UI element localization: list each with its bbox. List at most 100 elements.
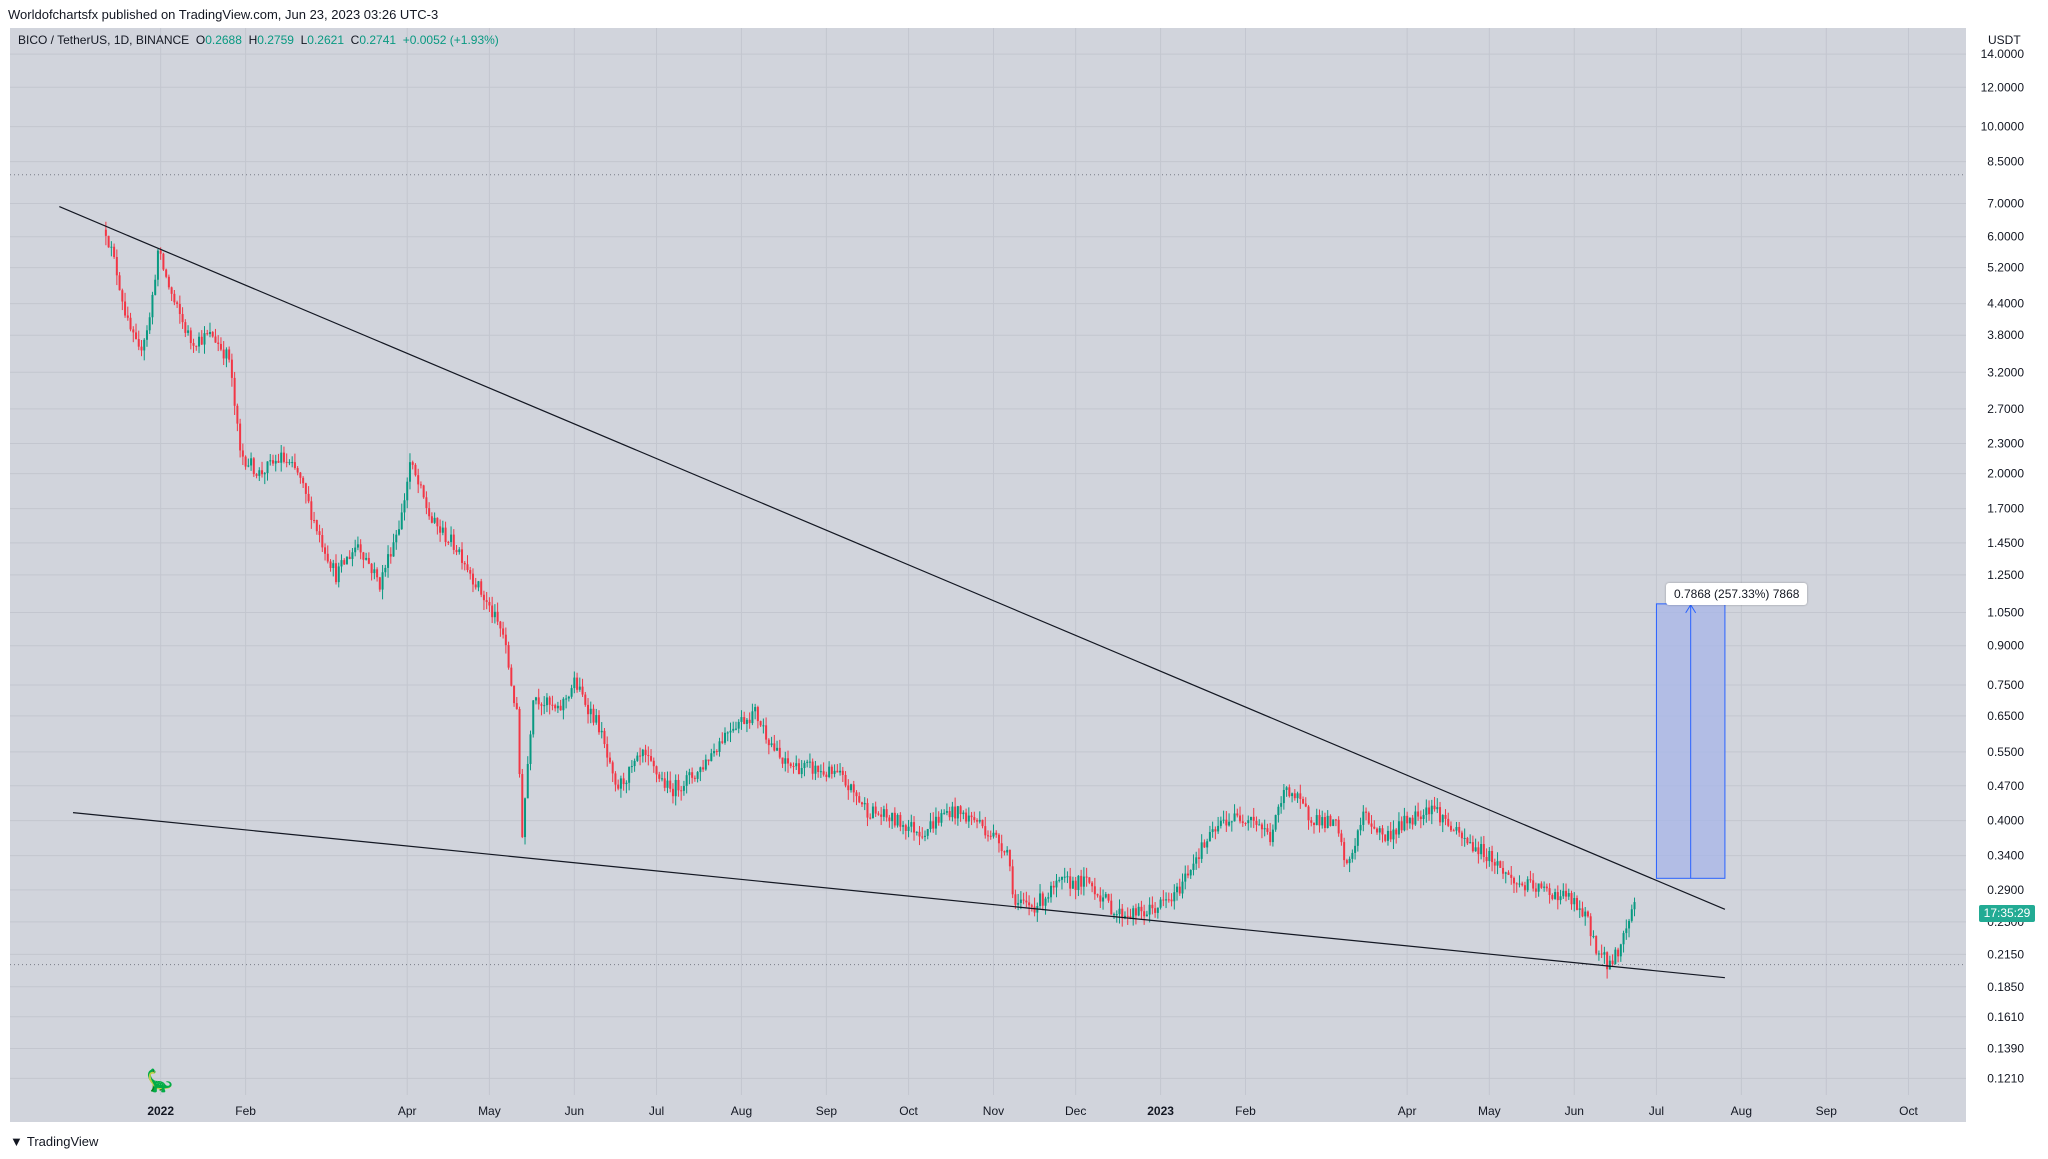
time-tick-label: Nov (983, 1104, 1004, 1118)
candle-body (302, 477, 305, 484)
candle-body (976, 820, 979, 822)
candle-body (633, 760, 636, 767)
price-axis-labels: 14.0000 12.0000 10.0000 8.5000 7.0000 6.0000 5… (1981, 47, 2025, 1085)
candle-body (499, 621, 502, 629)
candle (351, 548, 354, 567)
candle (165, 268, 168, 279)
candle (269, 454, 272, 466)
candle (277, 453, 280, 464)
candle (795, 755, 798, 771)
candle (1408, 817, 1411, 829)
time-tick-label: Dec (1065, 1104, 1086, 1118)
candle (499, 620, 502, 637)
candle (1578, 900, 1581, 918)
candle (263, 471, 266, 485)
candle-body (1600, 953, 1603, 955)
candle (162, 252, 165, 271)
candle (1477, 841, 1480, 864)
candle-body (1017, 902, 1020, 905)
candle (956, 805, 959, 826)
candle (1217, 816, 1220, 834)
candle (792, 762, 795, 774)
candle-body (228, 349, 231, 360)
candle (1208, 825, 1211, 842)
candle (1222, 810, 1225, 824)
candle (1140, 900, 1143, 920)
candle (1162, 890, 1165, 907)
candle (1192, 854, 1195, 876)
candle (929, 812, 932, 833)
candle-body (241, 450, 244, 457)
candle (732, 721, 735, 733)
candle (1403, 807, 1406, 832)
candle (962, 810, 965, 820)
candle-body (1074, 880, 1077, 890)
candle-body (115, 257, 118, 276)
candle-body (1403, 815, 1406, 831)
candle (266, 461, 269, 481)
candle (1233, 804, 1236, 822)
candle (1228, 813, 1231, 827)
candle (1603, 946, 1606, 964)
candle-body (1069, 876, 1072, 889)
candle-body (1362, 811, 1365, 825)
price-axis[interactable] (1966, 28, 2048, 1122)
candle-body (1628, 920, 1631, 929)
candle (526, 756, 529, 799)
candle-body (1206, 841, 1209, 848)
candle (997, 833, 1000, 853)
candle (781, 757, 784, 769)
candle (1071, 876, 1074, 889)
candle (814, 760, 817, 781)
price-tick-label: 8.5000 (1987, 155, 2024, 169)
candle (677, 774, 680, 797)
candle-body (850, 784, 853, 791)
candle-body (545, 697, 548, 706)
price-tick-label: 12.0000 (1981, 80, 2025, 94)
candle (1428, 800, 1431, 821)
candle-body (211, 331, 214, 337)
candle-body (776, 747, 779, 751)
candle (921, 827, 924, 840)
candle (789, 762, 792, 769)
candle-body (1302, 798, 1305, 804)
candle-body (981, 819, 984, 827)
symbol-legend[interactable]: BICO / TetherUS, 1D, BINANCE O0.2688 H0.… (18, 33, 499, 47)
candle (477, 580, 480, 592)
candle (858, 792, 861, 804)
candle-body (439, 526, 442, 533)
candle-body (770, 743, 773, 746)
candle-body (491, 605, 494, 618)
candle (537, 688, 540, 710)
candle-body (751, 711, 754, 724)
candle (222, 341, 225, 366)
measure-tooltip[interactable]: 0.7868 (257.33%) 7868 (1666, 583, 1808, 605)
candle-body (1493, 862, 1496, 866)
time-tick-label: Sep (816, 1104, 838, 1118)
candle (1230, 820, 1233, 832)
price-tick-label: 1.2500 (1987, 568, 2024, 582)
candle-body (814, 765, 817, 774)
candle-body (896, 814, 899, 826)
candle-body (1266, 828, 1269, 832)
candle-body (132, 329, 135, 333)
candle (170, 286, 173, 302)
candle (1521, 881, 1524, 887)
candle (1143, 904, 1146, 925)
candle-body (1230, 821, 1233, 823)
candle-body (1189, 869, 1192, 876)
candle (1575, 895, 1578, 911)
tradingview-brand[interactable]: ▼ TradingView (10, 1134, 98, 1149)
candle (869, 813, 872, 820)
header-bar: Worldofchartsfx published on TradingView… (0, 0, 2048, 28)
candle (565, 694, 568, 709)
candle (436, 517, 439, 535)
candle-body (1397, 821, 1400, 835)
candle (871, 803, 874, 819)
symbol-name[interactable]: BICO / TetherUS, 1D, BINANCE (18, 33, 190, 47)
candle-body (408, 462, 411, 482)
candle-body (1471, 842, 1474, 852)
candle-body (603, 730, 606, 745)
candle-body (622, 778, 625, 785)
